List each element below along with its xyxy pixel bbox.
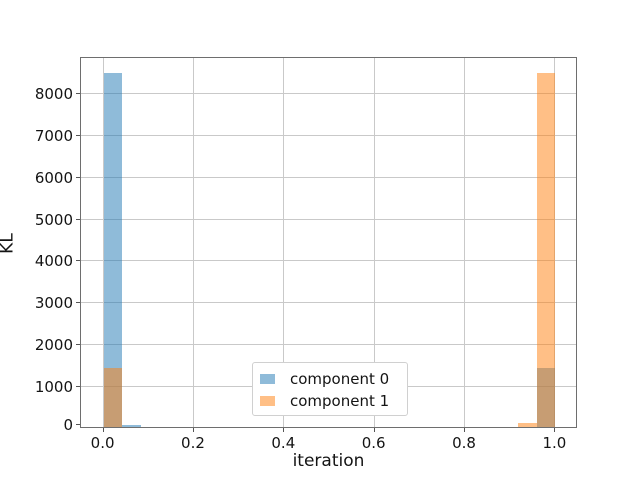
y-tick [76, 424, 80, 425]
legend-label-0: component 0 [290, 370, 390, 388]
x-tick-label: 0.0 [90, 434, 115, 452]
legend: component 0 component 1 [252, 362, 408, 416]
legend-entry-component-0: component 0 [260, 368, 407, 390]
y-tick [76, 344, 80, 346]
y-tick [76, 218, 80, 220]
y-tick [76, 134, 80, 136]
x-gridline [373, 58, 375, 427]
y-gridline [81, 176, 576, 178]
x-tick [464, 428, 466, 432]
y-tick-label: 0 [63, 416, 73, 434]
x-gridline [192, 58, 194, 427]
x-tick-label: 0.2 [181, 434, 205, 452]
histogram-bar-component-1 [103, 367, 123, 427]
y-gridline [81, 218, 576, 220]
x-tick [373, 428, 375, 432]
histogram-bar-component-1 [536, 72, 556, 427]
x-tick [102, 428, 104, 432]
y-tick-label: 1000 [34, 378, 73, 397]
legend-swatch-0 [260, 374, 275, 384]
x-tick-label: 0.4 [271, 434, 296, 452]
x-gridline [102, 58, 104, 427]
y-gridline [81, 344, 576, 346]
x-tick [192, 428, 194, 432]
x-tick-label: 0.6 [361, 434, 386, 452]
y-tick-label: 7000 [34, 126, 73, 145]
histogram-bar-component-1 [517, 423, 537, 427]
y-tick [76, 176, 80, 178]
x-tick [554, 428, 556, 432]
y-tick [76, 302, 80, 304]
y-tick-label: 5000 [34, 210, 73, 229]
x-tick-label: 0.8 [452, 434, 476, 452]
y-tick-label: 6000 [34, 168, 73, 187]
x-gridline [283, 58, 285, 427]
x-tick-label: 1.0 [542, 434, 567, 452]
legend-swatch-1 [260, 396, 275, 406]
y-gridline [81, 134, 576, 136]
x-gridline [464, 58, 466, 427]
y-gridline [81, 92, 576, 94]
legend-entry-component-1: component 1 [260, 390, 407, 412]
y-tick [76, 260, 80, 262]
histogram-bar-component-0 [122, 424, 142, 427]
x-axis-label: iteration [292, 451, 365, 471]
y-tick-label: 4000 [34, 252, 73, 271]
x-tick [283, 428, 285, 432]
legend-label-1: component 1 [290, 392, 390, 410]
y-tick-label: 3000 [34, 294, 73, 313]
y-tick-label: 8000 [34, 84, 73, 103]
histogram-bar-component-0 [103, 72, 123, 427]
y-tick [76, 92, 80, 94]
y-tick [76, 386, 80, 388]
y-gridline [81, 260, 576, 262]
y-gridline [81, 302, 576, 304]
y-tick-label: 2000 [34, 336, 73, 355]
